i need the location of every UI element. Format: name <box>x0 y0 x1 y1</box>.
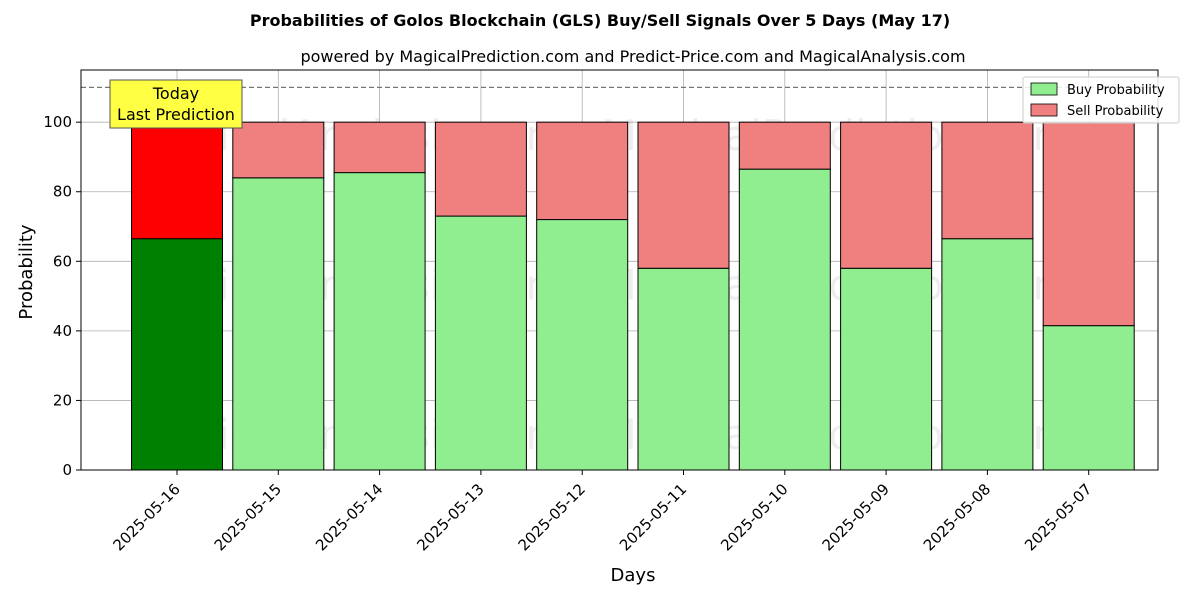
bar-buy-2025-05-08 <box>941 238 1034 471</box>
legend-swatch-buy <box>1030 82 1058 96</box>
y-axis-label: Probability <box>16 224 37 319</box>
annotation-box <box>109 79 243 129</box>
bar-sell-2025-05-14 <box>333 121 426 174</box>
bar-sell-2025-05-15 <box>232 121 325 179</box>
bar-sell-2025-05-16 <box>131 121 223 240</box>
x-tick-label: 2025-05-07 <box>1021 480 1095 554</box>
x-tick-label: 2025-05-09 <box>819 480 893 554</box>
bars <box>131 121 1135 471</box>
x-axis-label: Days <box>611 565 656 586</box>
x-tick-label: 2025-05-14 <box>312 480 386 554</box>
chart-subtitle: powered by MagicalPrediction.com and Pre… <box>300 47 965 66</box>
y-tick-label: 60 <box>53 252 72 270</box>
x-tick-label: 2025-05-11 <box>616 480 690 554</box>
bar-buy-2025-05-11 <box>637 267 730 471</box>
x-tick-label: 2025-05-10 <box>717 480 791 554</box>
bar-buy-2025-05-12 <box>536 219 629 471</box>
bar-sell-2025-05-08 <box>941 121 1034 240</box>
annotation-line-1: Today <box>152 84 199 103</box>
x-tick-label: 2025-05-13 <box>413 480 487 554</box>
bar-buy-2025-05-09 <box>840 267 933 471</box>
y-tick-label: 40 <box>53 322 72 340</box>
bar-buy-2025-05-15 <box>232 177 325 471</box>
x-tick-label: 2025-05-15 <box>211 480 285 554</box>
bar-sell-2025-05-07 <box>1042 121 1135 327</box>
legend-label-sell: Sell Probability <box>1067 104 1164 119</box>
y-axis-ticks: 0 20 40 60 80 100 <box>43 113 81 479</box>
legend-label-buy: Buy Probability <box>1067 83 1165 98</box>
bar-buy-2025-05-07 <box>1042 325 1135 471</box>
x-tick-label: 2025-05-08 <box>920 480 994 554</box>
bar-buy-2025-05-13 <box>434 215 527 471</box>
bar-sell-2025-05-11 <box>637 121 730 269</box>
legend-box <box>1022 76 1180 124</box>
plot-frame <box>80 69 1159 471</box>
bar-buy-2025-05-14 <box>333 172 426 471</box>
chart-title: Probabilities of Golos Blockchain (GLS) … <box>250 11 950 30</box>
y-tick-label: 0 <box>62 461 72 479</box>
x-axis-ticks: 2025-05-16 2025-05-15 2025-05-14 2025-05-13… <box>109 470 1096 554</box>
legend-swatch-sell <box>1030 103 1058 117</box>
bar-sell-2025-05-09 <box>840 121 933 269</box>
today-annotation: Today Last Prediction <box>109 79 243 129</box>
x-tick-label: 2025-05-16 <box>109 480 183 554</box>
x-tick-label: 2025-05-12 <box>515 480 589 554</box>
legend: Buy Probability Sell Probability <box>1022 76 1180 124</box>
annotation-line-2: Last Prediction <box>117 105 235 124</box>
bar-sell-2025-05-13 <box>434 121 527 217</box>
y-tick-label: 20 <box>53 391 72 409</box>
bar-sell-2025-05-12 <box>536 121 629 221</box>
bar-buy-2025-05-10 <box>738 168 831 471</box>
y-tick-label: 100 <box>43 113 72 131</box>
y-tick-label: 80 <box>53 183 72 201</box>
bar-sell-2025-05-10 <box>738 121 831 170</box>
bar-buy-2025-05-16 <box>131 238 223 471</box>
